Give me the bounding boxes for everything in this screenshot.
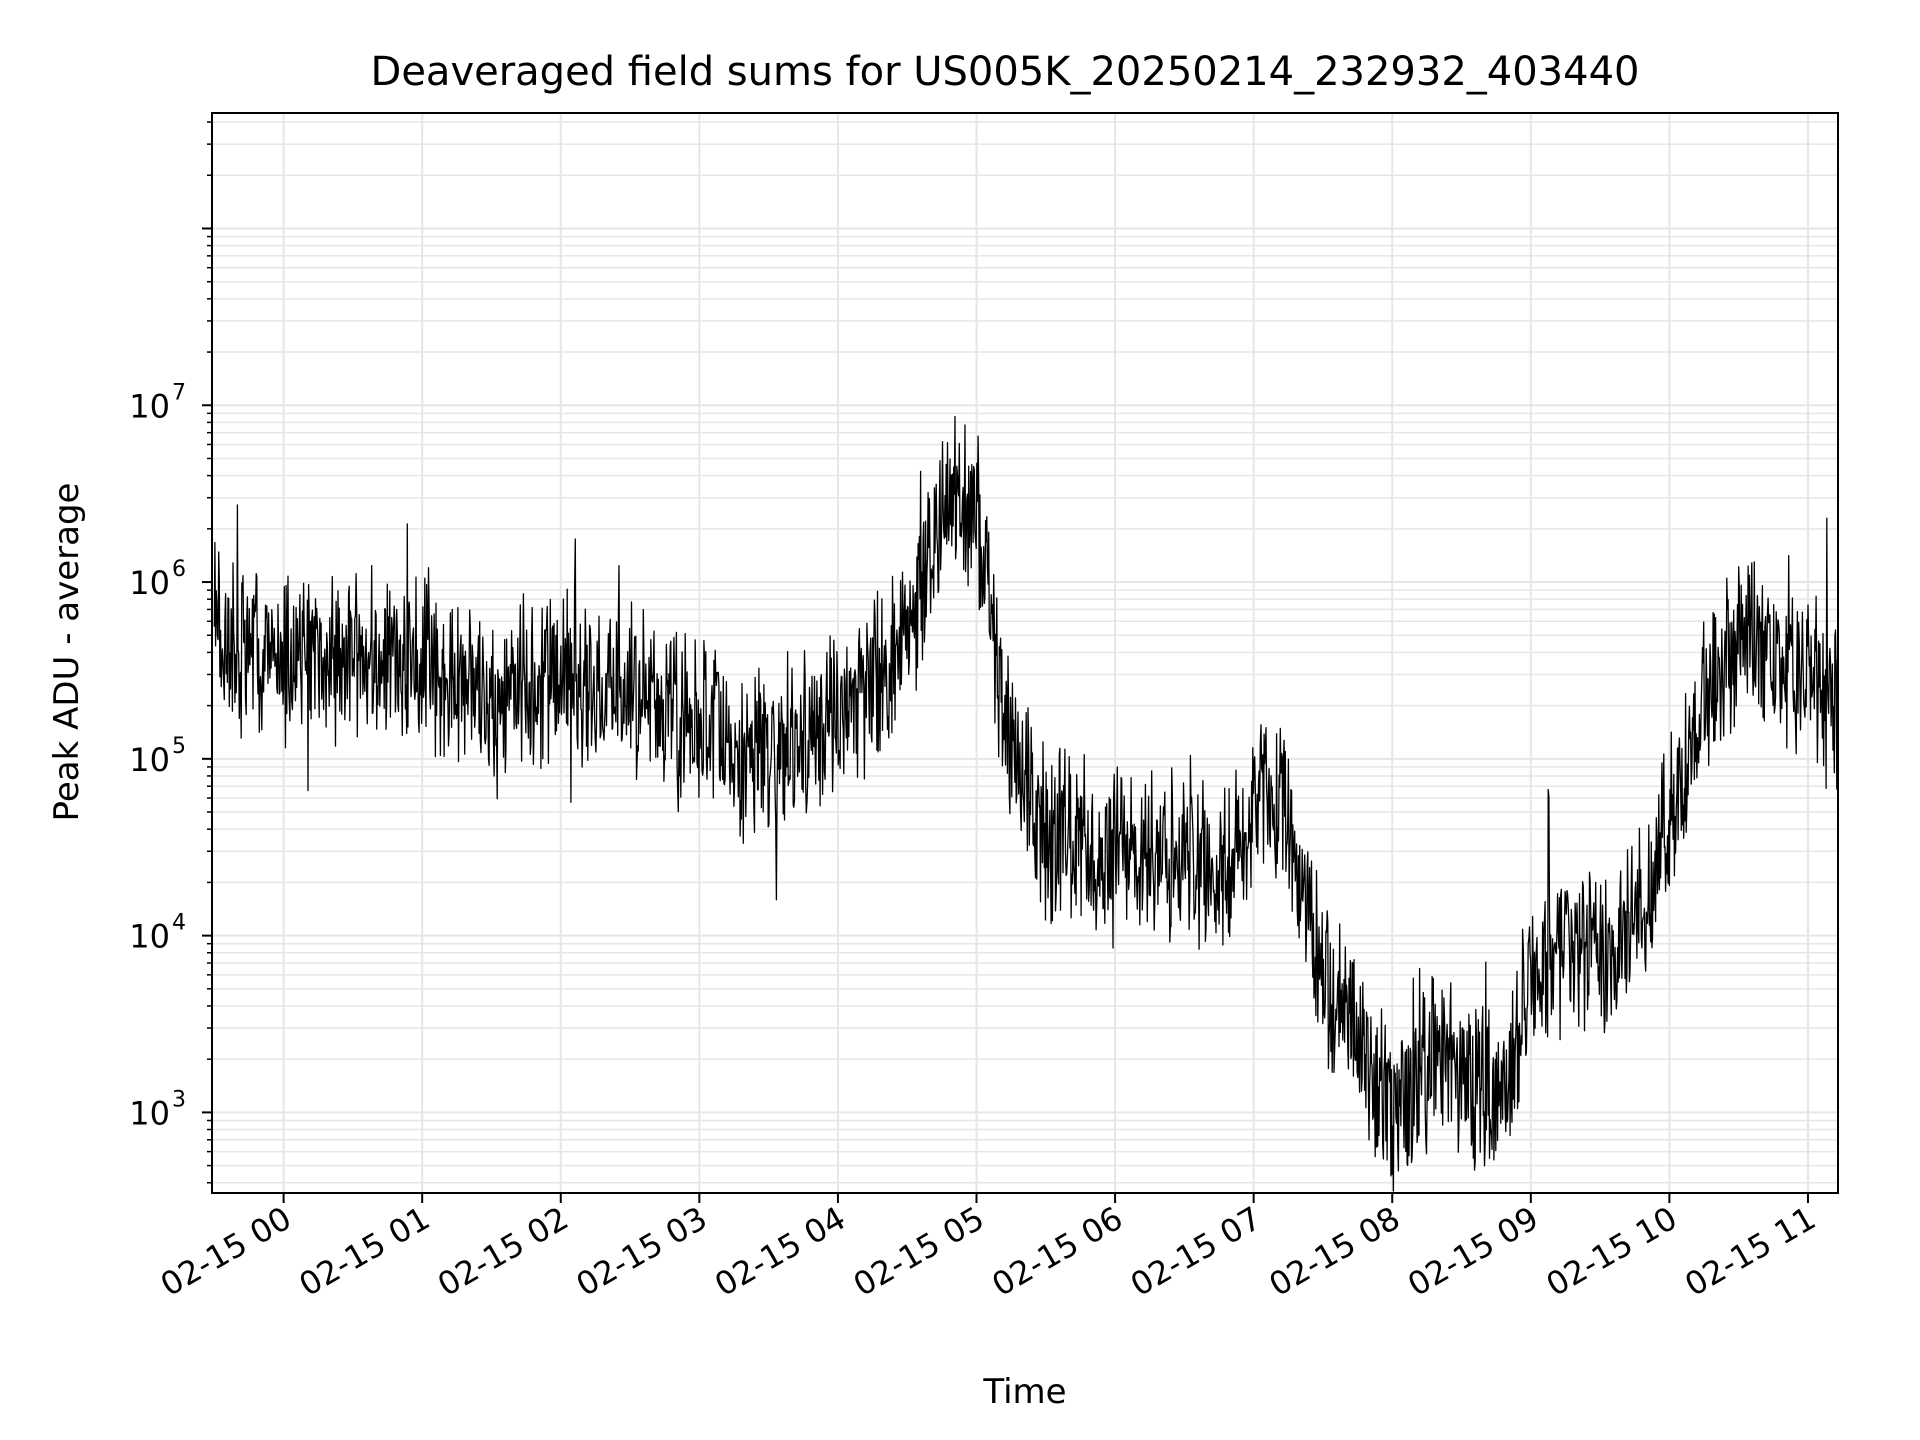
y-tick-label: 10 3 — [129, 1087, 186, 1132]
y-tick-label: 10 7 — [129, 380, 186, 425]
y-tick-label-base: 10 — [129, 741, 170, 779]
y-tick-label-exp: 7 — [172, 380, 186, 405]
y-tick-label-base: 10 — [129, 387, 170, 425]
y-tick-label: 10 6 — [129, 557, 186, 602]
y-tick-label-exp: 6 — [172, 557, 186, 582]
y-tick-label-base: 10 — [129, 1094, 170, 1132]
y-tick-label-base: 10 — [129, 918, 170, 956]
x-axis-label: Time — [982, 1372, 1066, 1412]
y-tick-label: 10 4 — [129, 911, 186, 956]
chart-title: Deaveraged field sums for US005K_2025021… — [371, 49, 1640, 95]
grid — [212, 113, 1838, 1193]
y-tick-label-exp: 3 — [172, 1087, 186, 1112]
series-line — [213, 415, 1839, 1192]
series-layer — [213, 415, 1839, 1192]
y-axis-label: Peak ADU - average — [47, 483, 87, 822]
y-tick-label: 10 5 — [129, 734, 186, 779]
y-tick-label-exp: 5 — [172, 734, 186, 759]
y-tick-label-exp: 4 — [172, 911, 186, 936]
y-tick-label-base: 10 — [129, 564, 170, 602]
